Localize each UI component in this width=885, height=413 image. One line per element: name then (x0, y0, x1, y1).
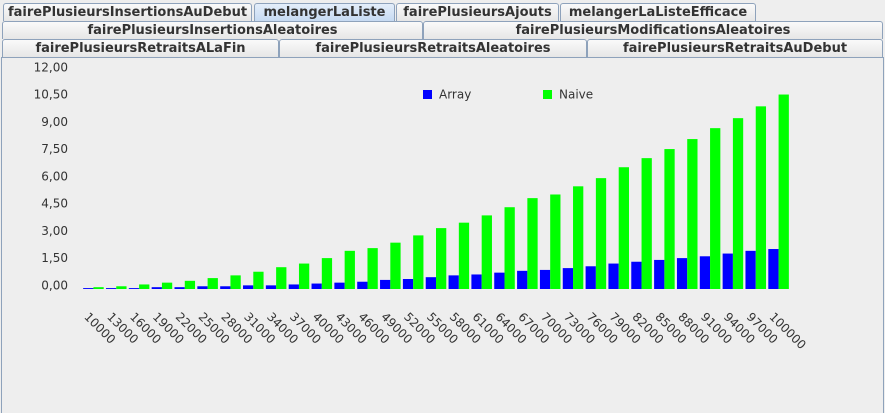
bar (631, 261, 642, 289)
bar (687, 139, 698, 289)
tab[interactable]: fairePlusieursInsertionsAleatoires (2, 21, 423, 39)
bar (732, 118, 744, 290)
bar (676, 258, 688, 289)
y-tick-label: 4,50 (41, 197, 68, 211)
bar (151, 287, 162, 289)
bar (116, 286, 127, 289)
bar (220, 286, 231, 289)
bar (334, 282, 345, 289)
bar (539, 269, 551, 289)
bar (699, 256, 711, 289)
bar (664, 149, 675, 289)
y-tick-label: 9,00 (41, 115, 68, 129)
bar (745, 250, 756, 289)
bar (573, 186, 584, 289)
tab[interactable]: fairePlusieursRetraitsALaFin (2, 39, 279, 57)
y-tick-label: 6,00 (41, 169, 68, 183)
bar (562, 268, 574, 289)
bar (458, 222, 470, 289)
bar (654, 259, 665, 289)
bar (778, 94, 789, 290)
bar (390, 242, 401, 289)
legend-label: Naive (559, 88, 593, 102)
bar (243, 285, 254, 289)
bar (494, 272, 505, 289)
bar (710, 128, 721, 289)
bar (161, 282, 173, 289)
y-tick-label: 0,00 (41, 279, 68, 293)
bar (128, 288, 140, 289)
bar (768, 249, 779, 289)
bar (197, 286, 208, 289)
bar (448, 275, 459, 289)
tab[interactable]: melangerLaListeEfficace (560, 3, 756, 21)
tab[interactable]: fairePlusieursInsertionsAuDebut (3, 3, 252, 21)
tab[interactable]: melangerLaListe (254, 3, 395, 21)
y-tick-label: 3,00 (41, 224, 68, 238)
bar (722, 253, 733, 289)
bar (184, 280, 196, 289)
bar (298, 263, 310, 289)
tab[interactable]: fairePlusieursModificationsAleatoires (423, 21, 883, 39)
bar (380, 279, 391, 289)
bar (618, 167, 629, 289)
bar (357, 281, 368, 289)
bar (321, 258, 333, 289)
bar (253, 271, 264, 289)
bar (230, 275, 241, 289)
bar (344, 250, 355, 289)
legend-label: Array (439, 88, 471, 102)
bar (288, 284, 299, 289)
bar (105, 288, 117, 289)
bar (436, 228, 447, 289)
bar (311, 283, 322, 289)
bar (608, 263, 619, 289)
bar (93, 287, 104, 289)
bar (585, 266, 596, 289)
bar (413, 235, 424, 289)
y-tick-label: 1,50 (41, 251, 68, 265)
bar (83, 288, 94, 289)
bar (367, 248, 378, 289)
legend-swatch (543, 90, 552, 99)
bar (402, 279, 414, 289)
bar (527, 198, 538, 289)
bar (174, 287, 185, 289)
tab[interactable]: fairePlusieursRetraitsAuDebut (587, 39, 883, 57)
bar (595, 178, 607, 289)
bar (139, 284, 150, 289)
bar (276, 267, 287, 289)
bar (207, 278, 218, 289)
y-tick-label: 7,50 (41, 142, 68, 156)
tab-panel (1, 57, 884, 413)
bar (641, 158, 652, 289)
tab[interactable]: fairePlusieursAjouts (396, 3, 559, 21)
y-tick-label: 10,50 (34, 88, 68, 102)
tab[interactable]: fairePlusieursRetraitsAleatoires (279, 39, 587, 57)
y-tick-label: 12,00 (34, 60, 68, 74)
bar (504, 207, 515, 289)
bar (517, 270, 528, 289)
bar (755, 106, 767, 289)
bar (471, 274, 482, 289)
bar (550, 194, 561, 289)
legend-swatch (423, 90, 432, 99)
bar (481, 215, 492, 289)
bar (425, 277, 436, 289)
bar (265, 285, 277, 289)
